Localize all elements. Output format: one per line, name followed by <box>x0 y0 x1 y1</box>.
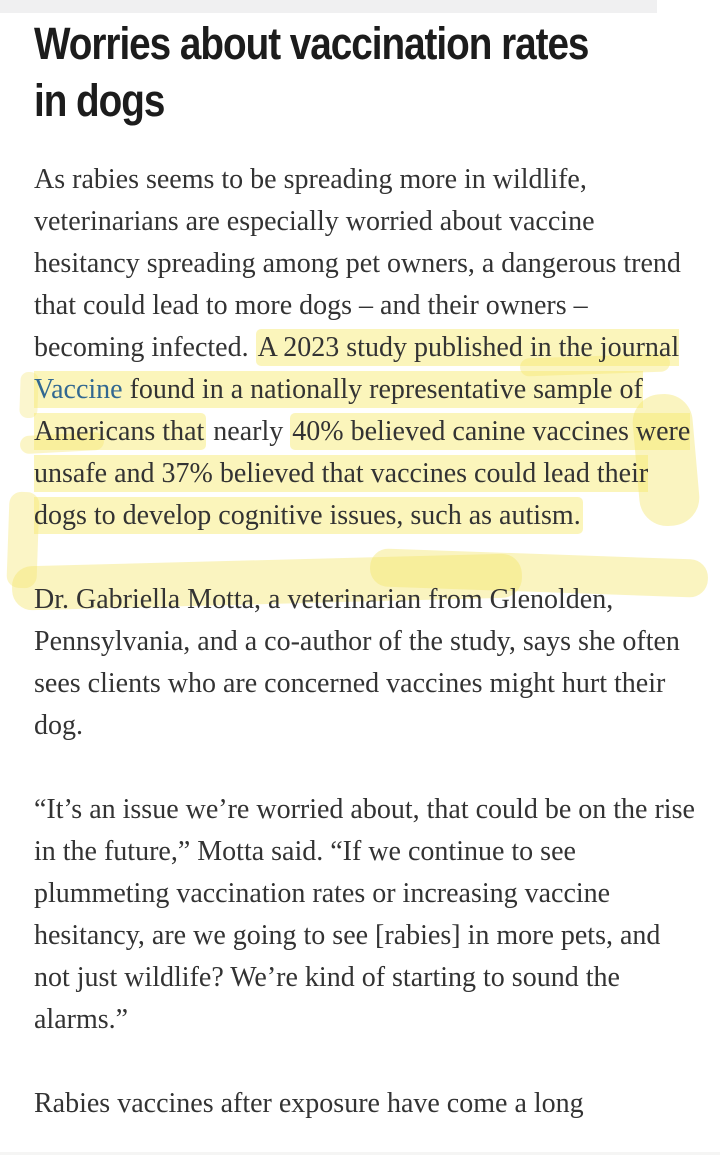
article-body: As rabies seems to be spreading more in … <box>34 159 700 1125</box>
p1-highlight-before-link: A 2023 study published in the journal <box>257 332 680 363</box>
paragraph-motta-intro: Dr. Gabriella Motta, a veterinarian from… <box>34 584 680 741</box>
bottom-edge-strip <box>0 1152 720 1155</box>
paragraph-vaccine-study: As rabies seems to be spreading more in … <box>34 159 700 537</box>
top-loading-bar <box>0 0 657 13</box>
article: Worries about vaccination rates in dogs A… <box>34 15 700 1125</box>
p1-highlight-after-link: found in a nationally representative sam… <box>34 374 643 447</box>
p1-text-pre: As rabies seems to be spreading more in … <box>34 164 681 363</box>
article-title-line1: Worries about vaccination rates <box>34 18 589 69</box>
vaccine-journal-link[interactable]: Vaccine <box>34 374 123 405</box>
paragraph-rabies-vaccines: Rabies vaccines after exposure have come… <box>34 1088 584 1119</box>
paragraph-motta-quote: “It’s an issue we’re worried about, that… <box>34 794 695 1035</box>
article-title: Worries about vaccination rates in dogs <box>34 15 700 129</box>
article-title-line2: in dogs <box>34 75 165 126</box>
p1-text-mid: nearly <box>206 416 291 447</box>
highlight-mark-1: A 2023 study published in the journal Va… <box>34 329 680 450</box>
highlight-mark-2: 40% believed canine vaccines were unsafe… <box>34 413 691 534</box>
